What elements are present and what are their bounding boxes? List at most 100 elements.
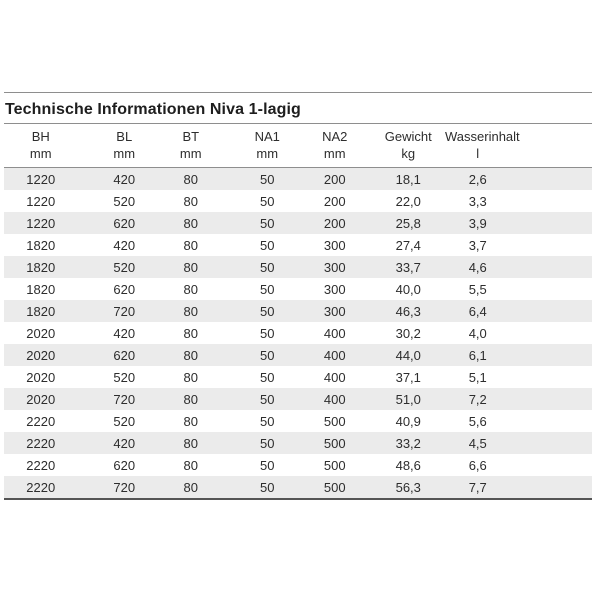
- row-spacer: [519, 366, 593, 388]
- table-row: 2220 520 80 50 500 40,9 5,6: [4, 410, 592, 432]
- table-cell: 2020: [26, 391, 56, 407]
- table-cell: 30,2: [395, 325, 421, 341]
- table-cell: 2220: [26, 457, 56, 473]
- table-cell: 50: [260, 259, 275, 275]
- table-cell: 420: [113, 171, 136, 187]
- table-row: 2220 420 80 50 500 33,2 4,5: [4, 432, 592, 454]
- table-cell: 1820: [26, 259, 56, 275]
- row-spacer: [519, 432, 593, 454]
- table-row: 1220 420 80 50 200 18,1 2,6: [4, 167, 592, 190]
- table-cell: 3,9: [468, 215, 487, 231]
- technical-info-section: Technische Informationen Niva 1-lagig BH…: [4, 92, 592, 500]
- table-cell: 400: [323, 325, 346, 341]
- table-cell: 80: [183, 303, 198, 319]
- table-row: 1820 420 80 50 300 27,4 3,7: [4, 234, 592, 256]
- table-row: 2220 620 80 50 500 48,6 6,6: [4, 454, 592, 476]
- row-spacer: [519, 344, 593, 366]
- table-cell: 50: [260, 369, 275, 385]
- column-unit: mm: [256, 146, 279, 161]
- table-cell: 40,9: [395, 413, 421, 429]
- table-cell: 2020: [26, 347, 56, 363]
- table-row: 1220 620 80 50 200 25,8 3,9: [4, 212, 592, 234]
- table-cell: 1220: [26, 215, 56, 231]
- table-cell: 80: [183, 325, 198, 341]
- table-row: 2220 720 80 50 500 56,3 7,7: [4, 476, 592, 500]
- table-row: 1820 720 80 50 300 46,3 6,4: [4, 300, 592, 322]
- section-title: Technische Informationen Niva 1-lagig: [5, 101, 301, 118]
- table-cell: 720: [77, 476, 151, 500]
- table-cell: 4,0: [468, 325, 487, 341]
- table-row: 2020 520 80 50 400 37,1 5,1: [4, 366, 592, 388]
- table-cell: 2220: [26, 413, 56, 429]
- table-cell: 80: [183, 413, 198, 429]
- table-cell: 500: [298, 476, 372, 500]
- table-cell: 50: [260, 325, 275, 341]
- column-header-gewicht: Gewicht kg: [371, 124, 445, 168]
- table-cell: 80: [183, 435, 198, 451]
- column-label: Wasserinhalt: [445, 129, 520, 144]
- column-label: Gewicht: [384, 129, 432, 144]
- table-cell: 300: [323, 281, 346, 297]
- table-cell: 5,5: [468, 281, 487, 297]
- table-cell: 46,3: [395, 303, 421, 319]
- table-cell: 33,7: [395, 259, 421, 275]
- spec-table: BH mm BL mm BT mm NA1 mm NA2 mm Gewicht kg Wasserinh…: [4, 124, 592, 500]
- table-cell: 6,1: [468, 347, 487, 363]
- column-unit: kg: [401, 146, 416, 161]
- table-cell: 80: [183, 215, 198, 231]
- table-cell: 4,5: [468, 435, 487, 451]
- table-row: 2020 420 80 50 400 30,2 4,0: [4, 322, 592, 344]
- table-cell: 200: [323, 215, 346, 231]
- row-spacer: [519, 410, 593, 432]
- table-cell: 56,3: [371, 476, 445, 500]
- table-cell: 520: [113, 259, 136, 275]
- column-label: BL: [116, 129, 133, 144]
- table-cell: 50: [260, 435, 275, 451]
- row-spacer: [519, 190, 593, 212]
- table-cell: 50: [260, 347, 275, 363]
- table-cell: 50: [260, 303, 275, 319]
- table-cell: 80: [183, 347, 198, 363]
- table-cell: 2,6: [468, 171, 487, 187]
- header-row: BH mm BL mm BT mm NA1 mm NA2 mm Gewicht kg Wasserinh…: [4, 124, 592, 168]
- table-cell: 37,1: [395, 369, 421, 385]
- column-label: BT: [182, 129, 200, 144]
- table-cell: 7,2: [468, 391, 487, 407]
- row-spacer: [519, 388, 593, 410]
- row-spacer: [519, 212, 593, 234]
- table-cell: 300: [323, 259, 346, 275]
- table-cell: 620: [113, 215, 136, 231]
- table-cell: 500: [323, 413, 346, 429]
- column-unit: mm: [113, 146, 136, 161]
- table-cell: 50: [260, 413, 275, 429]
- table-cell: 620: [113, 347, 136, 363]
- row-spacer: [519, 256, 593, 278]
- table-cell: 6,6: [468, 457, 487, 473]
- table-cell: 5,1: [468, 369, 487, 385]
- table-cell: 400: [323, 347, 346, 363]
- table-cell: 520: [113, 369, 136, 385]
- table-cell: 520: [113, 413, 136, 429]
- column-unit: l: [476, 146, 480, 161]
- table-cell: 48,6: [395, 457, 421, 473]
- table-cell: 50: [260, 193, 275, 209]
- table-cell: 2020: [26, 369, 56, 385]
- table-cell: 80: [183, 281, 198, 297]
- column-header-wasserinhalt: Wasserinhalt l: [445, 124, 520, 168]
- table-row: 1220 520 80 50 200 22,0 3,3: [4, 190, 592, 212]
- table-cell: 5,6: [468, 413, 487, 429]
- table-cell: 50: [260, 171, 275, 187]
- column-label: NA1: [254, 129, 280, 144]
- column-unit: mm: [29, 146, 52, 161]
- table-cell: 720: [113, 303, 136, 319]
- column-header-bl: BL mm: [77, 124, 151, 168]
- table-cell: 420: [113, 325, 136, 341]
- table-cell: 50: [260, 391, 275, 407]
- table-cell: 22,0: [395, 193, 421, 209]
- column-label: NA2: [322, 129, 348, 144]
- table-cell: 520: [113, 193, 136, 209]
- column-header-na2: NA2 mm: [298, 124, 372, 168]
- column-unit: mm: [179, 146, 202, 161]
- column-header-na1: NA1 mm: [224, 124, 298, 168]
- table-cell: 400: [323, 369, 346, 385]
